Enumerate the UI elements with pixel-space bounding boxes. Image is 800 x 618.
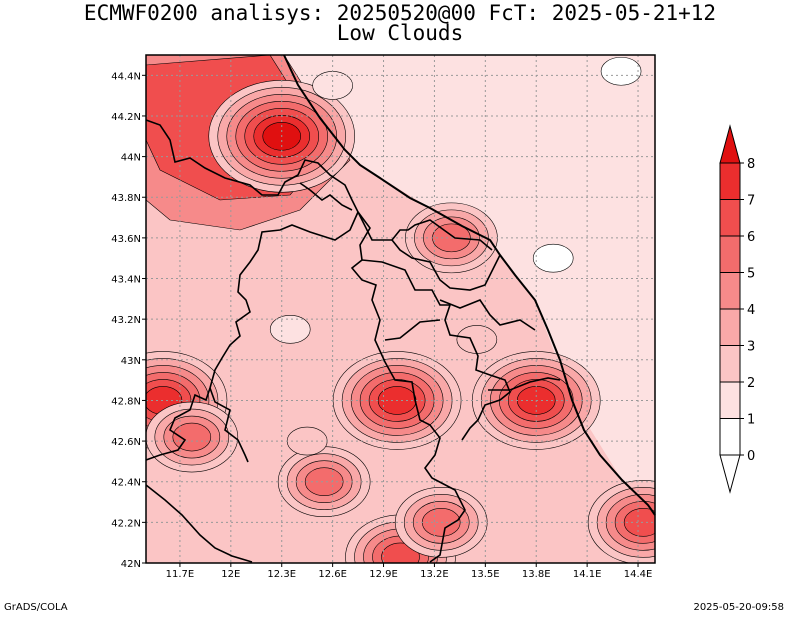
colorbar-label: 8: [747, 157, 755, 172]
field-maximum: [146, 401, 239, 473]
x-tick-label: 12E: [221, 569, 240, 580]
coastline-sw: [145, 484, 253, 563]
colorbar-segment: [719, 345, 741, 383]
region-border: [145, 211, 359, 461]
colorbar-segment: [719, 272, 741, 310]
x-tick-label: 13.2E: [420, 569, 449, 580]
region-border: [299, 182, 353, 211]
y-tick-label: 44.2N: [111, 112, 141, 123]
region-border: [361, 259, 511, 441]
x-tick-label: 13.5E: [471, 569, 500, 580]
x-tick-label: 14.1E: [573, 569, 602, 580]
field-minimum: [532, 243, 574, 273]
colorbar-segment: [719, 199, 741, 237]
colorbar-segment: [719, 381, 741, 419]
plot-frame: [145, 54, 656, 564]
region-border: [439, 299, 536, 331]
y-tick-label: 43.6N: [111, 234, 141, 245]
colorbar-segment: [719, 162, 741, 200]
timestamp-label: 2025-05-20-09:58: [693, 602, 784, 613]
x-tick-label: 12.6E: [318, 569, 347, 580]
map-borders: [145, 54, 656, 563]
y-tick-label: 43N: [121, 356, 141, 367]
y-tick-label: 42.4N: [111, 478, 141, 489]
colorbar-label: 6: [747, 230, 755, 245]
x-tick-label: 12.3E: [267, 569, 296, 580]
colorbar-label: 4: [747, 303, 755, 318]
y-tick-label: 42N: [121, 559, 141, 570]
colorbar-segment: [719, 235, 741, 273]
colorbar-label: 7: [747, 194, 755, 209]
colorbar-segment: [719, 308, 741, 346]
colorbar-label: 3: [747, 340, 755, 355]
y-tick-label: 44N: [121, 153, 141, 164]
colorbar-arrow-bottom: [719, 454, 741, 494]
region-border: [488, 377, 561, 391]
x-tick-label: 12.9E: [369, 569, 398, 580]
region-border: [209, 387, 249, 463]
colorbar-label: 0: [747, 449, 755, 464]
credit-label: GrADS/COLA: [4, 602, 68, 613]
colorbar: 0 1 2 3 4 5 6 7 8: [719, 124, 755, 494]
axes: 11.7E 12E 12.3E 12.6E 12.9E 13.2E 13.5E 13.8E 14…: [111, 71, 652, 580]
x-tick-label: 14.4E: [624, 569, 653, 580]
x-tick-label: 11.7E: [166, 569, 195, 580]
field-maximum: [277, 446, 371, 518]
field-maximum: [587, 480, 655, 563]
y-tick-label: 43.4N: [111, 275, 141, 286]
region-border: [350, 211, 466, 563]
colorbar-label: 1: [747, 413, 755, 428]
x-tick-label: 13.8E: [522, 569, 551, 580]
colorbar-segment: [719, 418, 741, 456]
region-border: [384, 319, 441, 341]
y-tick-label: 44.4N: [111, 71, 141, 82]
field-minimum: [600, 56, 642, 86]
chart-subtitle: Low Clouds: [336, 21, 464, 45]
region-border: [145, 119, 493, 251]
y-tick-label: 43.8N: [111, 193, 141, 204]
contour-field: [146, 55, 655, 563]
colorbar-label: 5: [747, 267, 755, 282]
field-minimum: [269, 315, 311, 344]
y-tick-label: 42.6N: [111, 437, 141, 448]
y-tick-label: 42.2N: [111, 518, 141, 529]
y-tick-label: 43.2N: [111, 315, 141, 326]
colorbar-label: 2: [747, 376, 755, 391]
field-minimum: [456, 325, 498, 354]
colorbar-arrow-top: [719, 124, 741, 164]
chart-title: ECMWF0200 analisys: 20250520@00 FcT: 202…: [83, 1, 717, 25]
y-tick-label: 42.8N: [111, 396, 141, 407]
region-border: [391, 239, 501, 291]
